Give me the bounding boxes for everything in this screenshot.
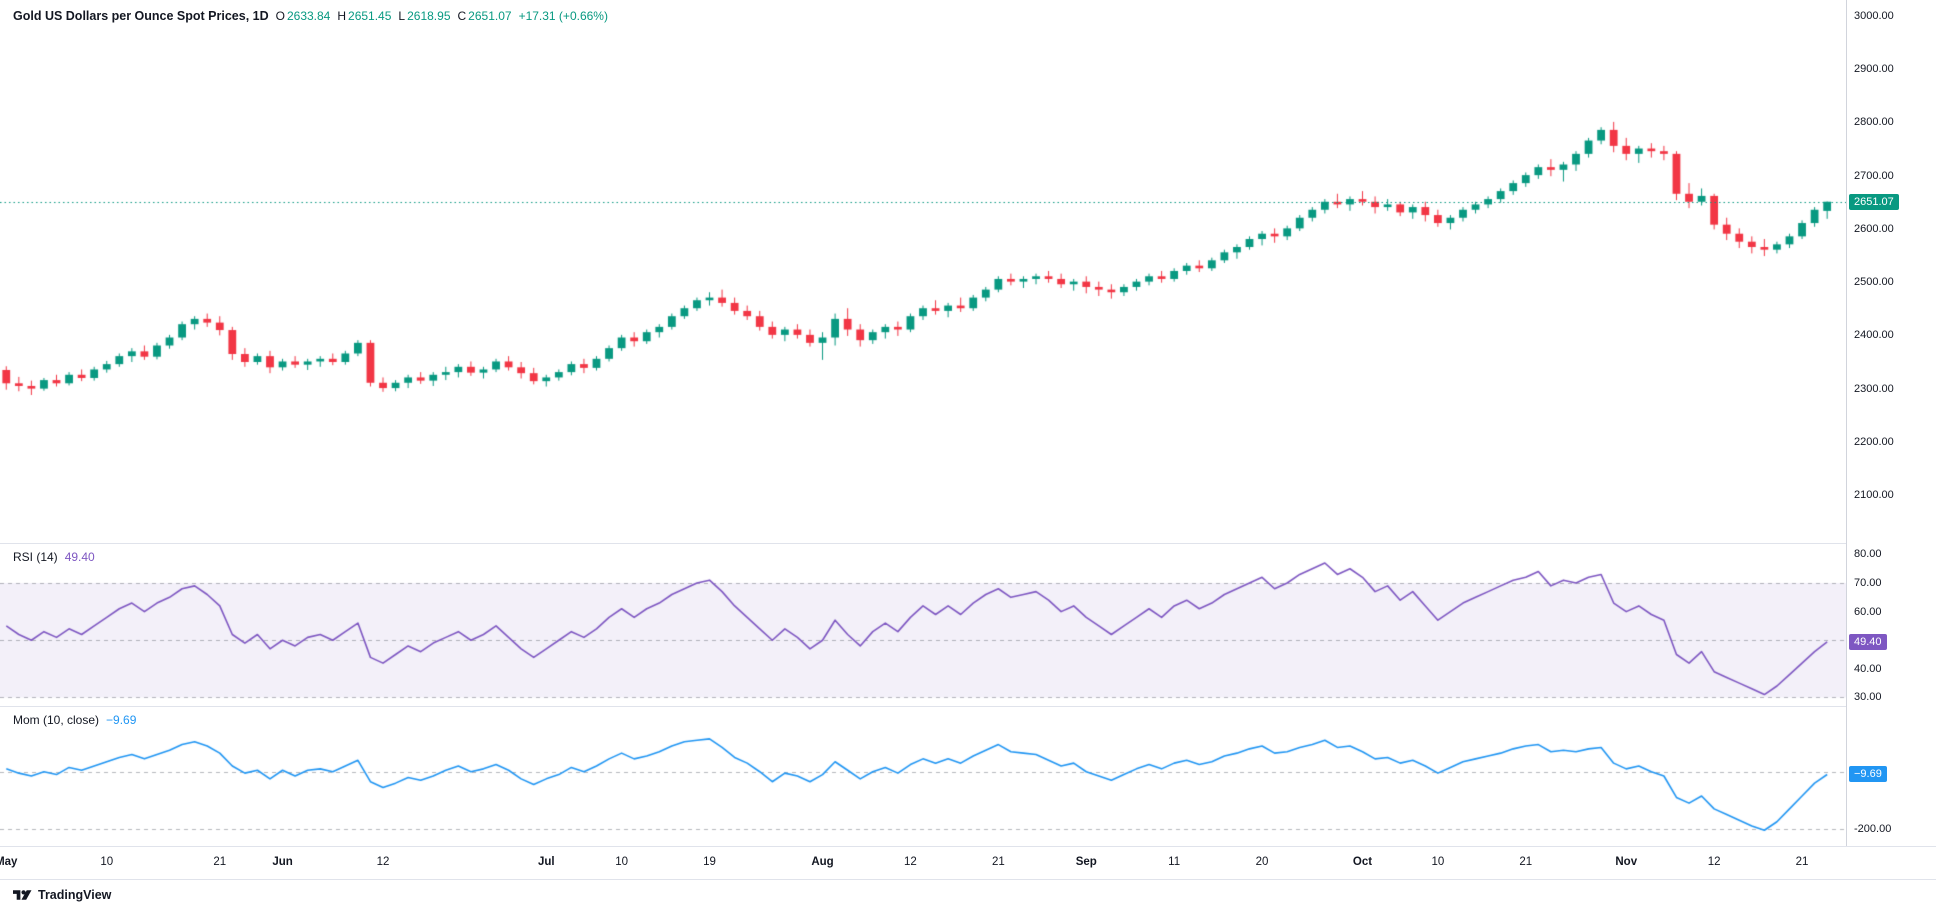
time-axis-label: Jun: [272, 856, 293, 868]
ohlc-low: L 2618.95: [398, 9, 450, 23]
chart-plot-area[interactable]: [0, 0, 1846, 846]
time-axis-label: Oct: [1352, 856, 1373, 868]
ohlc-open: O 2633.84: [276, 9, 331, 23]
tradingview-brand[interactable]: TradingView: [38, 888, 112, 902]
mom-legend: Mom (10, close) −9.69: [13, 713, 136, 727]
axis-label: 2700.00: [1854, 169, 1894, 182]
symbol-title[interactable]: Gold US Dollars per Ounce Spot Prices, 1…: [13, 9, 269, 23]
time-axis-label: Sep: [1075, 856, 1097, 868]
axis-label: 2300.00: [1854, 382, 1894, 395]
time-axis-label: 21: [213, 856, 227, 868]
time-axis-label: 19: [703, 856, 716, 868]
axis-label: 2900.00: [1854, 63, 1894, 76]
rsi-legend: RSI (14) 49.40: [13, 550, 95, 564]
time-axis-label: 21: [1795, 856, 1809, 868]
ohlc-high: H 2651.45: [337, 9, 391, 23]
price-axis[interactable]: 2651.07 49.40 −9.69 3000.00 2900.00 2800.0…: [1846, 0, 1936, 846]
axis-label: 80.00: [1854, 548, 1882, 561]
rsi-value: 49.40: [64, 550, 95, 564]
axis-label: 2100.00: [1854, 489, 1894, 502]
main-legend: Gold US Dollars per Ounce Spot Prices, 1…: [13, 9, 608, 23]
pane-separator[interactable]: [0, 543, 1936, 544]
axis-label: 30.00: [1854, 691, 1882, 704]
axis-label: 2200.00: [1854, 435, 1894, 448]
time-axis-label: Nov: [1615, 856, 1638, 868]
axis-label: 70.00: [1854, 577, 1882, 590]
axis-label: 2500.00: [1854, 276, 1894, 289]
axis-label: 3000.00: [1854, 9, 1894, 22]
time-axis-label: 20: [1255, 856, 1269, 868]
high-value: 2651.45: [348, 9, 392, 23]
time-axis-label: 11: [1168, 856, 1181, 868]
pane-separator[interactable]: [0, 706, 1936, 707]
time-axis-label: 12: [904, 856, 917, 868]
axis-label: 2400.00: [1854, 329, 1894, 342]
tradingview-logo-icon[interactable]: [13, 888, 32, 903]
mom-value: −9.69: [106, 713, 137, 727]
close-label: C: [457, 9, 467, 23]
time-axis-label: 12: [1707, 856, 1721, 868]
time-axis-label: 10: [615, 856, 629, 868]
axis-label: 40.00: [1854, 662, 1882, 675]
axis-label: 60.00: [1854, 605, 1882, 618]
footer-bar: TradingView: [0, 879, 1936, 910]
time-axis-label: Aug: [811, 856, 834, 868]
time-axis-label: 21: [1519, 856, 1533, 868]
chart-canvas[interactable]: [0, 0, 1846, 846]
time-axis-label: May: [0, 856, 18, 868]
time-axis-label: 10: [1431, 856, 1445, 868]
mom-title[interactable]: Mom (10, close): [13, 713, 100, 727]
axis-label: -200.00: [1854, 822, 1892, 835]
open-label: O: [275, 9, 285, 23]
time-axis-label: Jul: [537, 856, 555, 868]
rsi-value-badge: 49.40: [1849, 633, 1887, 650]
low-value: 2618.95: [407, 9, 451, 23]
rsi-title[interactable]: RSI (14): [13, 550, 58, 564]
close-value: 2651.07: [468, 9, 512, 23]
ohlc-close: C 2651.07: [458, 9, 512, 23]
high-label: H: [337, 9, 347, 23]
time-axis-label: 10: [100, 856, 114, 868]
time-axis[interactable]: May 10 21 Jun 12 Jul 10 19 Aug 12 21 Sep 11 20 Oct 10 21…: [0, 847, 1936, 878]
time-axis-label: 21: [991, 856, 1005, 868]
change-value: +17.31 (+0.66%): [518, 9, 608, 23]
low-label: L: [398, 9, 406, 23]
axis-label: 2800.00: [1854, 116, 1894, 129]
time-axis-label: 12: [376, 856, 390, 868]
open-value: 2633.84: [286, 9, 331, 23]
mom-value-badge: −9.69: [1849, 766, 1887, 783]
axis-label: 2600.00: [1854, 222, 1894, 235]
pane-separator: [0, 846, 1936, 847]
last-price-badge: 2651.07: [1849, 193, 1899, 210]
